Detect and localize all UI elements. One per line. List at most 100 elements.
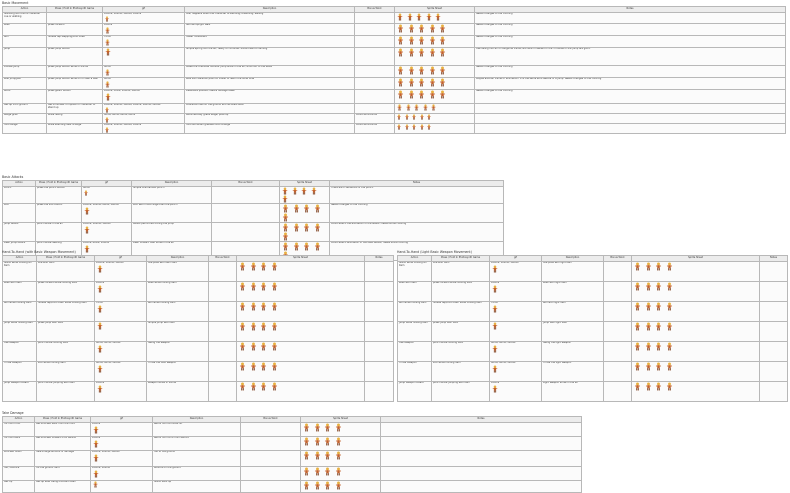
cell-bonus — [354, 77, 395, 90]
moves-table: Action Press / Hold In Photosynth Game gif… — [397, 255, 788, 402]
table-row: Kick press the kick button 100ms, 100ms, 8… — [2, 203, 504, 223]
cell-description: Normal upright walk — [184, 23, 355, 36]
cell-sprite-sheet — [300, 450, 381, 467]
cell-notes — [759, 381, 788, 402]
moves-table: Action Press / Hold In Photosynth Game gif… — [2, 416, 582, 493]
sprite-frame-icon — [645, 322, 651, 331]
cell-sprite-sheet — [279, 222, 330, 242]
sprite-frame-icon — [634, 322, 641, 331]
cell-sprite-sheet — [236, 281, 365, 302]
cell-input: Get knocked forward from behind — [34, 436, 91, 451]
cell-sprite-sheet — [394, 23, 475, 36]
cell-bonus — [603, 301, 632, 322]
sprite-sheet-strip — [396, 104, 473, 112]
cell-input: press jump with item — [431, 321, 490, 342]
sprite-sheet-strip — [238, 342, 363, 352]
cell-input: press the punch button — [35, 186, 82, 204]
sprite-frame-icon — [105, 69, 110, 76]
cell-input: kick while holding item — [431, 361, 490, 382]
sprite-frame-icon — [314, 467, 320, 476]
cell-action: Wall jump/Jam — [2, 77, 47, 90]
sprite-frame-icon — [492, 322, 498, 330]
cell-bonus — [208, 381, 237, 402]
cell-notes — [364, 261, 394, 282]
cell-action: Walk with item — [397, 281, 432, 302]
sprite-frame-icon — [314, 204, 320, 213]
table-row: Hit from back Get knocked forward from be… — [2, 436, 582, 451]
cell-sprite-sheet — [631, 301, 760, 322]
cell-action: Use Weapon — [397, 341, 432, 362]
cell-bonus — [208, 321, 237, 342]
cell-sprite-sheet — [236, 321, 365, 342]
sprite-frame-icon — [418, 66, 425, 75]
gif-preview — [104, 69, 183, 76]
cell-gif: 80ms — [81, 186, 132, 204]
cell-notes: Needs changes to the coloring — [474, 23, 786, 36]
sprite-frame-icon — [314, 423, 320, 432]
sprite-sheet-strip — [396, 114, 473, 120]
cell-gif: 80ms, 80ms, 100ms — [94, 361, 147, 382]
cell-action: Throw Weapon — [2, 361, 37, 382]
sprite-frame-icon — [239, 262, 246, 271]
cell-gif: 100ms, 100ms — [90, 466, 153, 481]
cell-action: Knocked down — [2, 450, 35, 467]
gif-preview — [491, 322, 540, 331]
cell-description: Lets the character push off a wall to re… — [184, 77, 355, 90]
sprite-frame-icon — [93, 426, 99, 434]
cell-description: Bounce off the ground — [152, 466, 241, 481]
cell-input: punch while holding item — [431, 341, 490, 362]
sprite-frame-icon — [105, 117, 109, 123]
cell-sprite-sheet — [300, 436, 381, 451]
sprite-sheet-strip — [396, 124, 473, 130]
sprite-frame-icon — [408, 66, 414, 75]
cell-notes — [759, 321, 788, 342]
cell-bonus — [208, 261, 237, 282]
cell-input: press jump button — [46, 47, 103, 66]
sprite-sheet-strip — [238, 262, 363, 272]
cell-gif: 100ms, 100ms, 100ms — [489, 261, 542, 282]
sprite-frame-icon — [655, 342, 662, 351]
gif-preview — [96, 345, 145, 353]
table-row: Stand while holding an item idle with ite… — [2, 261, 394, 282]
sprite-frame-icon — [397, 90, 404, 99]
sprite-frame-icon — [645, 262, 651, 271]
table-row: Use Weapon punch while holding item 80ms, … — [2, 341, 394, 362]
cell-input: press the kick button — [35, 203, 82, 223]
sprite-sheet-strip — [302, 467, 379, 477]
cell-description: Attack performed during the jump — [131, 222, 212, 242]
sprite-frame-icon — [335, 467, 341, 476]
sprite-frame-icon — [408, 24, 414, 33]
sprite-frame-icon — [666, 322, 672, 331]
sprite-frame-icon — [93, 481, 98, 488]
sprite-frame-icon — [397, 78, 404, 87]
gif-preview — [104, 127, 183, 133]
cell-description: Simple spring into the air, ready to con… — [184, 47, 355, 66]
cell-bonus — [603, 261, 632, 282]
table-row: Use Weapon punch while holding item 80ms, … — [397, 341, 788, 362]
cell-bonus — [354, 35, 395, 48]
sprite-frame-icon — [418, 24, 425, 33]
cell-notes — [380, 436, 582, 451]
sprite-frame-icon — [271, 362, 277, 371]
cell-input: Get knocked back from the front — [34, 422, 91, 437]
table-row: Get Up Get up after being knocked down Sta… — [2, 480, 582, 493]
sprite-frame-icon — [314, 481, 320, 490]
cell-notes — [380, 480, 582, 493]
sprite-frame-icon — [93, 470, 99, 478]
sprite-frame-icon — [439, 66, 446, 75]
sprite-frame-icon — [655, 362, 662, 371]
cell-sprite-sheet — [394, 89, 475, 104]
cell-action: Run while holding item — [397, 301, 432, 322]
sprite-frame-icon — [397, 114, 401, 120]
sprite-frame-icon — [271, 322, 277, 331]
section-basic-movement: Basic Movement Action Press / Hold In Pho… — [2, 1, 786, 134]
cell-gif: 100ms — [90, 436, 153, 451]
cell-input: press jump with item — [36, 321, 95, 342]
table-row: Walk with item press forward while holdin… — [397, 281, 788, 302]
sprite-frame-icon — [492, 305, 498, 313]
sprite-frame-icon — [260, 342, 267, 351]
cell-notes: Needs changes to the coloring — [474, 35, 786, 48]
cell-sprite-sheet — [394, 113, 475, 124]
cell-description: Run with light item — [541, 301, 604, 322]
cell-description: Swing the light weapon — [541, 341, 604, 362]
